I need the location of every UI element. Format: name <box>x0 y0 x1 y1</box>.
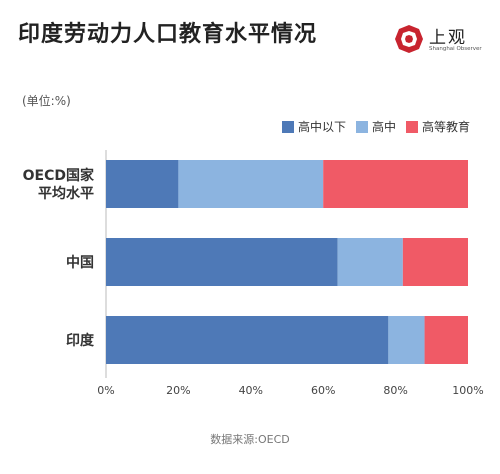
bar-2-series-1 <box>388 316 425 364</box>
logo-name: 上观 <box>429 28 467 48</box>
unit-label: (单位:%) <box>22 94 71 108</box>
bar-1-series-1 <box>337 238 403 286</box>
legend-swatch-below-high <box>281 120 294 133</box>
logo-subtitle: Shanghai Observer <box>429 46 482 52</box>
chart-legend: 高中以下 高中 高等教育 <box>281 118 470 135</box>
legend-label-high: 高中 <box>371 120 396 134</box>
category-label-0-line-0: OECD国家 <box>23 167 95 184</box>
bar-1-series-2 <box>402 238 468 286</box>
x-tick-label-4: 80% <box>383 384 407 397</box>
legend-item-high: 高中 <box>355 118 396 135</box>
bar-1-series-0 <box>106 238 338 286</box>
logo-emblem-icon <box>395 25 423 53</box>
chart-title: 印度劳动力人口教育水平情况 <box>18 22 318 47</box>
brand-logo: 上观 Shanghai Observer <box>394 24 490 60</box>
legend-label-below-high: 高中以下 <box>297 120 346 134</box>
legend-item-below-high: 高中以下 <box>281 118 346 135</box>
x-tick-label-2: 40% <box>239 384 263 397</box>
bar-0-series-0 <box>106 160 179 208</box>
bar-0-series-1 <box>178 160 324 208</box>
category-label-2: 印度 <box>66 332 95 349</box>
category-label-0-line-1: 平均水平 <box>38 185 94 202</box>
category-label-1: 中国 <box>66 254 94 271</box>
bar-0-series-2 <box>323 160 468 208</box>
bar-2-series-2 <box>424 316 468 364</box>
x-tick-label-0: 0% <box>97 384 114 397</box>
legend-item-higher: 高等教育 <box>405 118 470 135</box>
bar-2-series-0 <box>106 316 389 364</box>
x-tick-label-5: 100% <box>452 384 483 397</box>
x-tick-label-3: 60% <box>311 384 335 397</box>
legend-swatch-higher <box>405 120 418 133</box>
data-source: 数据来源:OECD <box>210 433 290 446</box>
x-tick-label-1: 20% <box>166 384 190 397</box>
legend-label-higher: 高等教育 <box>421 120 470 134</box>
legend-swatch-high <box>355 120 368 133</box>
